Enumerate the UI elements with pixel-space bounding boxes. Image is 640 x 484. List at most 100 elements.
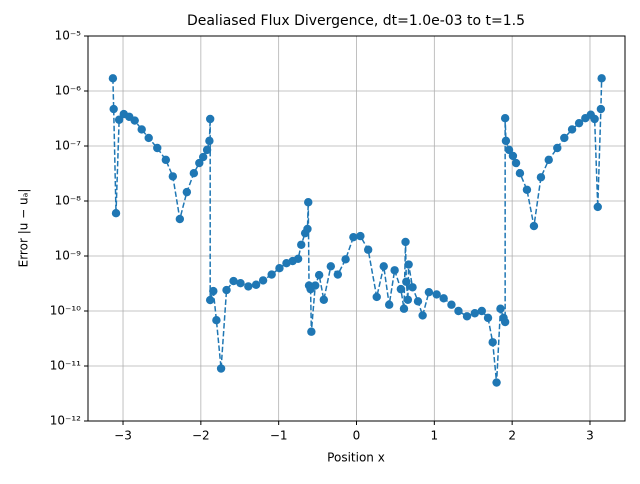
data-point [195,158,204,168]
data-point [413,297,423,306]
y-axis-label: Error |u − uₐ| [17,189,31,268]
data-point [596,104,606,114]
data-point [515,169,525,178]
data-point [205,136,214,146]
data-point [137,125,146,134]
data-point [198,152,208,162]
data-point [439,294,448,303]
data-point [536,173,546,182]
data-point [267,270,276,279]
data-point [297,240,306,249]
data-point [251,280,261,289]
data-point [477,306,486,316]
data-point [408,283,417,292]
data-point [432,290,441,299]
data-point [492,378,501,387]
data-point [108,74,118,83]
data-point [182,187,192,197]
data-point [244,282,253,291]
y-tick-label: 10⁻⁸ [55,194,82,208]
data-point [447,300,456,309]
data-point [403,295,413,304]
data-point [111,209,121,218]
data-point [511,158,521,168]
data-point [311,281,320,290]
y-tick-label: 10⁻¹¹ [50,359,81,373]
data-point [567,125,577,134]
x-tick-label: −3 [114,429,132,443]
data-point [500,317,510,327]
data-point [488,338,497,347]
data-point [401,237,410,247]
data-point [544,155,553,165]
y-tick-label: 10⁻⁶ [55,84,82,98]
data-point [319,295,329,304]
data-point [236,279,245,288]
data-point [384,300,394,309]
x-tick-label: 3 [586,429,594,443]
x-tick-label: 1 [431,429,439,443]
x-axis-label: Position x [327,451,385,465]
data-point [326,262,336,271]
data-point [593,202,602,212]
x-tick-label: 2 [508,429,516,443]
data-point [396,284,406,294]
data-point [229,276,238,286]
data-point [175,214,185,224]
data-point [553,143,562,153]
y-tick-label: 10⁻⁵ [55,29,82,43]
y-tick-label: 10⁻⁹ [55,249,82,263]
data-point [483,313,493,323]
data-point [402,277,411,286]
data-point [462,312,472,321]
data-point [404,260,413,269]
data-point [205,295,215,305]
plot-frame [87,35,626,422]
data-point [379,262,388,271]
data-point [307,327,316,336]
data-point [522,185,532,194]
data-point [597,74,606,83]
data-point [504,145,514,155]
data-point [161,155,171,165]
data-point [399,304,409,313]
x-tick-label: −2 [192,429,210,443]
data-point [508,151,518,161]
data-point [212,316,221,325]
data-point [144,133,153,143]
data-point [363,245,373,254]
data-point [454,306,463,316]
x-tick-label: −1 [270,429,288,443]
data-point [153,143,162,153]
chart-title: Dealiased Flux Divergence, dt=1.0e-03 to… [187,13,525,29]
data-point [189,169,199,178]
data-point [496,304,505,313]
y-tick-label: 10⁻¹² [50,414,81,428]
data-point [314,270,324,280]
data-point [293,254,303,263]
data-point [418,311,427,320]
data-point [501,136,511,146]
data-point [304,198,313,207]
data-point [424,287,434,297]
data-point [590,114,599,124]
data-point [560,133,569,143]
data-point [130,116,139,125]
data-point [470,309,479,318]
data-point [202,145,212,155]
data-point [109,104,118,114]
data-point [168,172,178,181]
data-point [222,285,231,295]
data-point [349,232,358,242]
data-point [275,264,284,273]
data-point [574,118,584,128]
data-point [529,221,539,231]
data-point [114,115,124,124]
data-point [390,266,399,275]
x-tick-label: 0 [353,429,361,443]
y-tick-label: 10⁻¹⁰ [50,304,81,318]
y-tick-label: 10⁻⁷ [55,139,82,153]
data-point [333,270,343,279]
